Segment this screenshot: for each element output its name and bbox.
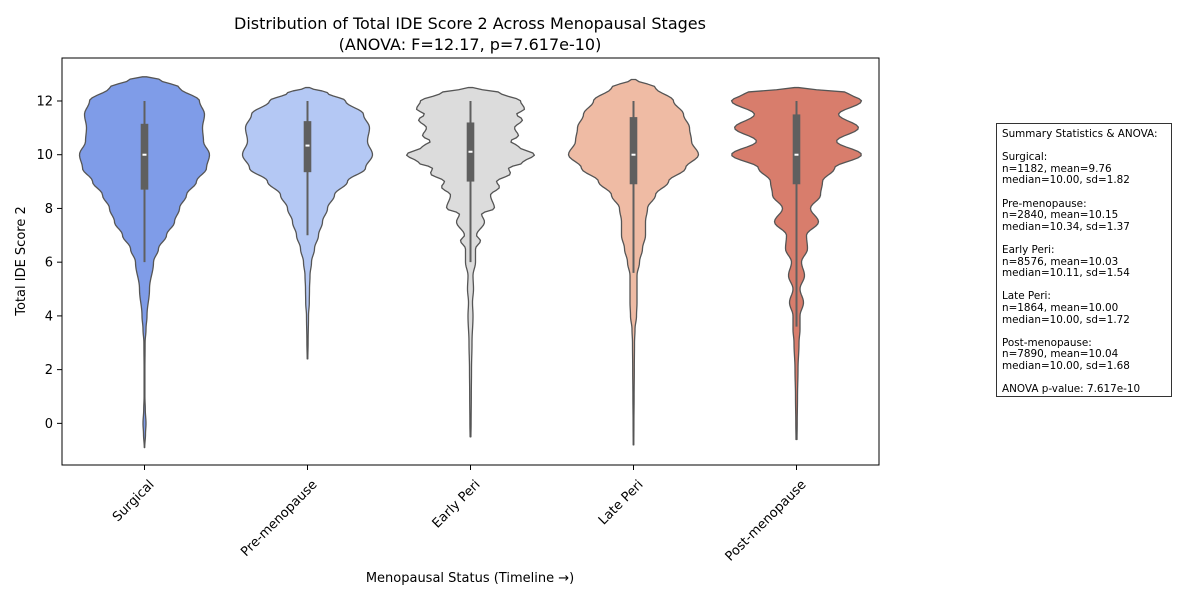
x-tick-label: Late Peri — [596, 477, 647, 528]
stats-line: Post-menopause: — [1002, 336, 1092, 349]
stats-line: n=2840, mean=10.15 — [1002, 209, 1119, 222]
stats-line: Surgical: — [1002, 151, 1048, 164]
stats-line: median=10.00, sd=1.82 — [1002, 174, 1130, 187]
y-tick-label: 4 — [45, 309, 53, 324]
x-tick-label: Pre-menopause — [238, 477, 320, 559]
stats-line — [1002, 187, 1167, 199]
y-tick-label: 12 — [36, 94, 53, 109]
violin-late-peri — [567, 78, 700, 446]
summary-statistics-box: Summary Statistics & ANOVA: Surgical: n=11… — [996, 123, 1172, 397]
violin-pre-menopause — [241, 86, 374, 360]
chart-title-line2: (ANOVA: F=12.17, p=7.617e-10) — [339, 35, 602, 54]
stats-line: median=10.00, sd=1.68 — [1002, 359, 1130, 372]
violin-iqr-box-late-peri — [629, 117, 638, 185]
stats-line: n=8576, mean=10.03 — [1002, 255, 1119, 268]
violin-iqr-box-surgical — [140, 123, 149, 190]
violin-iqr-box-pre-menopause — [303, 121, 312, 173]
y-tick-label: 2 — [45, 363, 53, 378]
stats-line: Pre-menopause: — [1002, 197, 1087, 210]
stats-line: n=1864, mean=10.00 — [1002, 301, 1119, 314]
stats-line: ANOVA p-value: 7.617e-10 — [1002, 383, 1141, 396]
x-tick-label: Early Peri — [430, 477, 484, 531]
stats-line: n=7890, mean=10.04 — [1002, 348, 1119, 361]
chart-title-line1: Distribution of Total IDE Score 2 Across… — [234, 14, 706, 33]
x-axis-label: Menopausal Status (Timeline →) — [366, 571, 574, 586]
stats-line: Early Peri: — [1002, 243, 1055, 256]
stats-line — [1002, 326, 1167, 338]
stats-line: n=1182, mean=9.76 — [1002, 162, 1112, 175]
violin-surgical — [78, 76, 211, 449]
violins-layer — [78, 76, 863, 449]
y-tick-label: 0 — [45, 417, 53, 432]
x-axis: Surgical Pre-menopause Early Peri Late Peri… — [110, 465, 810, 564]
y-tick-label: 8 — [45, 202, 53, 217]
stats-line: median=10.11, sd=1.54 — [1002, 267, 1130, 280]
stats-line: median=10.00, sd=1.72 — [1002, 313, 1130, 326]
y-axis: 0 2 4 6 8 10 12 — [36, 94, 62, 432]
y-tick-label: 6 — [45, 256, 53, 271]
violin-post-menopause — [730, 86, 863, 441]
violin-body-surgical — [78, 76, 211, 449]
stats-line: Summary Statistics & ANOVA: — [1002, 128, 1158, 140]
y-tick-label: 10 — [36, 148, 53, 163]
y-axis-label: Total IDE Score 2 — [14, 206, 29, 317]
violin-early-peri — [405, 86, 536, 438]
x-tick-label: Surgical — [110, 477, 158, 525]
x-tick-label: Post-menopause — [723, 477, 810, 564]
stats-line: Late Peri: — [1002, 290, 1051, 303]
violin-iqr-box-post-menopause — [792, 114, 801, 185]
stats-line: median=10.34, sd=1.37 — [1002, 220, 1130, 233]
